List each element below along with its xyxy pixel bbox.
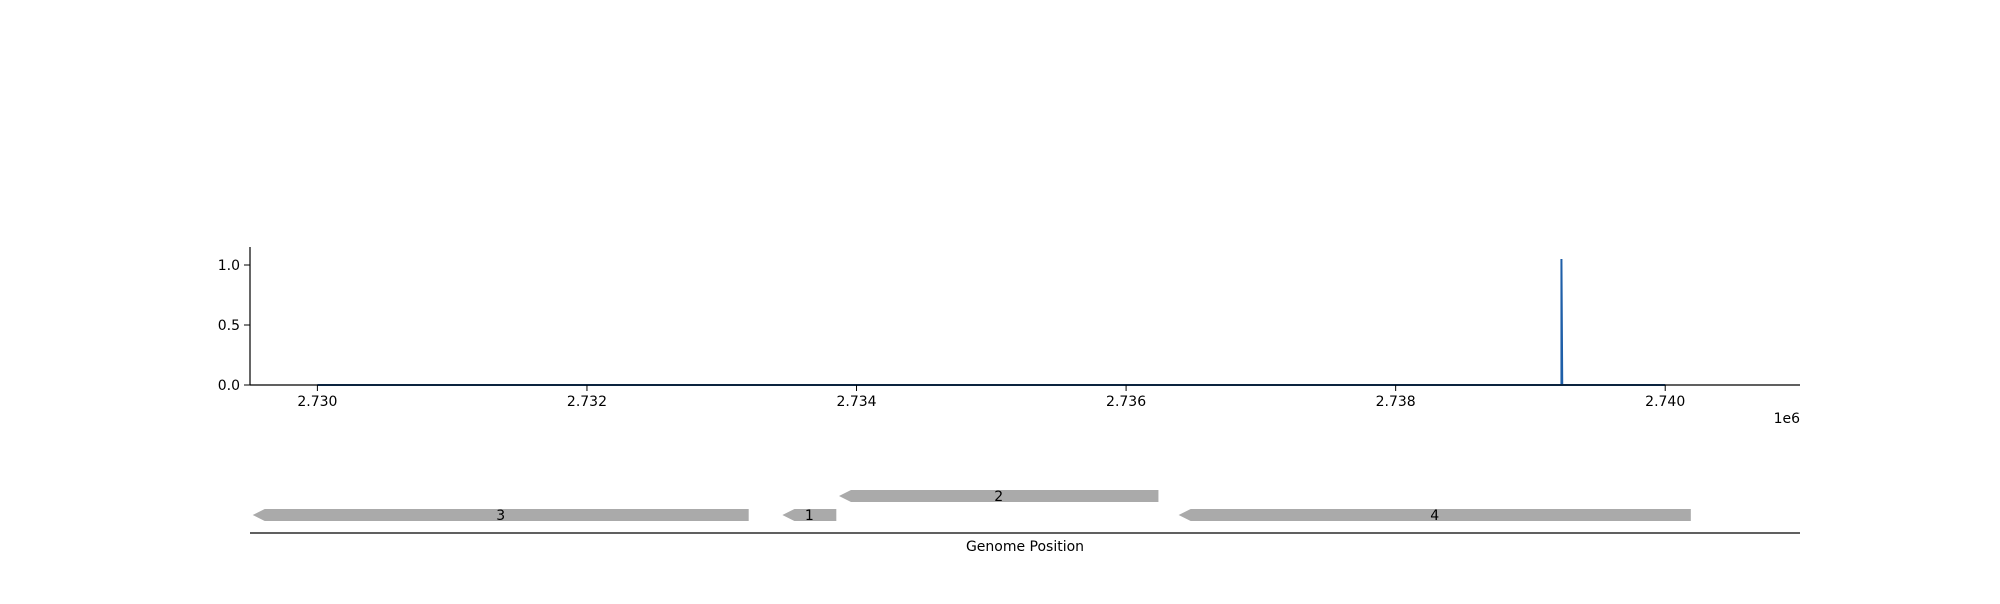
gene-label: 3: [496, 508, 505, 524]
x-tick-label: 2.732: [567, 394, 607, 410]
gene-arrow-3: [252, 509, 749, 521]
x-axis-offset-label: 1e6: [1774, 411, 1801, 427]
x-tick-label: 2.736: [1106, 394, 1146, 410]
x-tick-label: 2.730: [297, 394, 337, 410]
gene-label: 2: [994, 489, 1003, 505]
y-tick-label: 0.0: [218, 378, 240, 394]
gene-label: 1: [805, 508, 814, 524]
x-tick-label: 2.738: [1376, 394, 1416, 410]
x-tick-label: 2.734: [836, 394, 876, 410]
gene-label: 4: [1430, 508, 1439, 524]
gene-arrow-1: [782, 509, 837, 521]
y-tick-label: 0.5: [218, 318, 240, 334]
y-tick-label: 1.0: [218, 258, 240, 274]
gene-arrow-2: [839, 490, 1159, 502]
x-tick-label: 2.740: [1645, 394, 1685, 410]
gene-track: 3 1 2 4: [250, 489, 1800, 534]
signal-axes: 2.730 2.732 2.734 2.736 2.738 2.740 0.0 0.5 1.0: [218, 247, 1800, 410]
x-axis-label: Genome Position: [966, 539, 1084, 555]
series-line-0: [317, 258, 1666, 386]
gene-arrow-4: [1178, 509, 1691, 521]
